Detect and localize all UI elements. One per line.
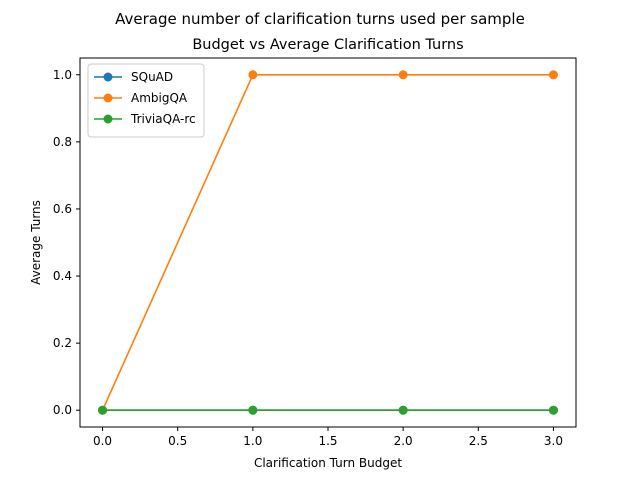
chart-suptitle: Average number of clarification turns us…: [115, 10, 525, 28]
y-tick-label: 1.0: [53, 68, 72, 82]
x-tick-label: 1.5: [318, 434, 337, 448]
legend: SQuAD AmbigQA TriviaQA-rc: [87, 63, 205, 138]
y-tick-label: 0.2: [53, 336, 72, 350]
data-point-ambigqa: [248, 70, 258, 80]
x-tick-label: 2.0: [394, 434, 413, 448]
data-point-ambigqa: [548, 70, 558, 80]
x-tick-label: 2.5: [469, 434, 488, 448]
x-tick-label: 0.0: [93, 434, 112, 448]
legend-marker-squad: [103, 72, 113, 82]
x-tick-label: 3.0: [544, 434, 563, 448]
y-tick-label: 0.4: [53, 269, 72, 283]
y-axis-label: Average Turns: [29, 200, 43, 285]
x-axis-label: Clarification Turn Budget: [254, 456, 402, 470]
chart-title: Budget vs Average Clarification Turns: [192, 37, 463, 53]
legend-marker-ambigqa: [103, 93, 113, 103]
y-tick-label: 0.6: [53, 202, 72, 216]
axes-frame: [79, 57, 577, 428]
y-tick-label: 0.8: [53, 135, 72, 149]
legend-label-triviaqa-rc: TriviaQA-rc: [130, 112, 196, 126]
legend-label-squad: SQuAD: [131, 70, 173, 84]
x-axis-ticks: 0.0 0.5 1.0 1.5 2.0 2.5 3.0: [93, 427, 563, 448]
data-point-triviaqa-rc: [548, 405, 558, 415]
data-point-triviaqa-rc: [248, 405, 258, 415]
x-tick-label: 0.5: [168, 434, 187, 448]
x-tick-label: 1.0: [243, 434, 262, 448]
y-axis-ticks: 0.0 0.2 0.4 0.6 0.8 1.0: [53, 68, 80, 417]
data-point-ambigqa: [398, 70, 408, 80]
data-point-triviaqa-rc: [98, 405, 108, 415]
series-line-ambigqa: [101, 73, 554, 411]
series-layer: [98, 70, 558, 415]
legend-marker-triviaqa-rc: [103, 114, 113, 124]
y-tick-label: 0.0: [53, 403, 72, 417]
legend-label-ambigqa: AmbigQA: [131, 91, 188, 105]
data-point-triviaqa-rc: [398, 405, 408, 415]
